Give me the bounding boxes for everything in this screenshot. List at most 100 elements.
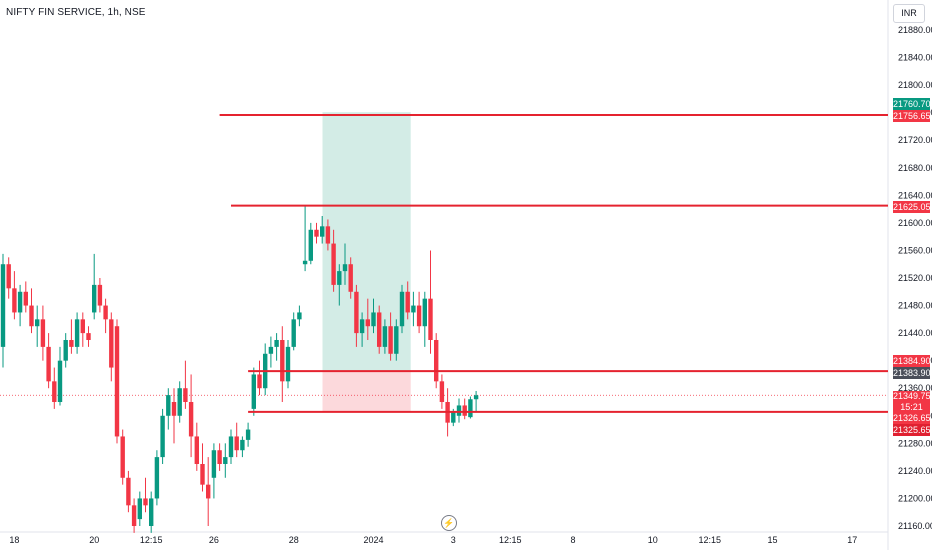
stop-zone xyxy=(322,371,411,412)
candle-body xyxy=(171,402,177,416)
y-tick-label: 21680.00 xyxy=(898,163,932,173)
last-price-value: 21349.75 xyxy=(893,391,931,401)
candle-body xyxy=(12,288,17,313)
candle-body xyxy=(331,243,336,285)
candle-body xyxy=(308,229,313,261)
last-price-tag: 21349.75 15:21 xyxy=(893,391,931,415)
x-tick-label: 10 xyxy=(648,535,658,545)
lightning-bolt-icon[interactable]: ⚡ xyxy=(441,515,457,531)
currency-button[interactable]: INR xyxy=(893,4,925,23)
candle-body xyxy=(188,402,194,437)
candle-body xyxy=(74,319,80,347)
y-tick-label: 21360.00 xyxy=(898,383,932,393)
y-tick-label: 21520.00 xyxy=(898,273,932,283)
x-tick-label: 3 xyxy=(451,535,456,545)
candle-body xyxy=(439,381,445,402)
candle-body xyxy=(280,340,285,382)
candle-body xyxy=(462,405,467,416)
candle-body xyxy=(422,298,427,327)
candle-body xyxy=(399,291,405,327)
candle-body xyxy=(166,395,171,416)
stop-price-tag: 21326.65 xyxy=(893,412,931,424)
candle-body xyxy=(183,388,188,402)
candle-body xyxy=(473,395,479,400)
x-tick-label: 2024 xyxy=(363,535,383,545)
candle-body xyxy=(29,305,34,327)
candle-body xyxy=(274,340,279,347)
candle-body xyxy=(200,464,205,485)
candle-body xyxy=(325,226,331,244)
candle-body xyxy=(126,477,131,506)
candle-body xyxy=(291,319,296,347)
candle-body xyxy=(131,505,137,526)
level-price-tag-3: 21384.90 xyxy=(893,355,931,367)
x-tick-label: 28 xyxy=(289,535,299,545)
candle-body xyxy=(285,346,291,382)
x-tick-label: 15 xyxy=(767,535,777,545)
candle-body xyxy=(302,260,308,265)
candle-body xyxy=(382,326,388,347)
candle-body xyxy=(388,326,393,354)
candle-body xyxy=(103,305,108,320)
candle-body xyxy=(251,374,256,409)
candle-body xyxy=(411,305,416,313)
candle-body xyxy=(35,319,40,327)
candle-body xyxy=(80,319,85,334)
candle-body xyxy=(451,412,456,423)
candle-body xyxy=(217,450,222,464)
x-tick-label: 8 xyxy=(570,535,575,545)
bar-countdown: 15:21 xyxy=(900,402,923,412)
candle-body xyxy=(416,305,422,327)
candle-body xyxy=(194,436,199,464)
candle-body xyxy=(297,312,302,320)
y-tick-label: 21160.00 xyxy=(898,521,932,531)
chart-title: NIFTY FIN SERVICE, 1h, NSE xyxy=(6,7,146,18)
x-tick-label: 26 xyxy=(209,535,219,545)
candle-body xyxy=(348,264,353,292)
candle-body xyxy=(149,498,154,526)
candle-body xyxy=(354,291,359,334)
candle-body xyxy=(92,284,97,313)
candle-body xyxy=(17,291,23,313)
candle-body xyxy=(0,264,6,347)
y-tick-label: 21240.00 xyxy=(898,466,932,476)
candle-body xyxy=(428,298,433,340)
y-tick-label: 21800.00 xyxy=(898,80,932,90)
y-tick-label: 21440.00 xyxy=(898,328,932,338)
candle-body xyxy=(314,229,319,237)
candle-body xyxy=(405,291,410,313)
y-tick-label: 21560.00 xyxy=(898,245,932,255)
candle-body xyxy=(456,405,462,416)
candle-body xyxy=(69,340,74,347)
candle-body xyxy=(86,333,91,340)
candle-body xyxy=(434,340,439,382)
candle-body xyxy=(120,436,125,478)
candle-body xyxy=(97,284,103,306)
x-tick-label: 12:15 xyxy=(699,535,722,545)
candle-body xyxy=(114,326,120,437)
candle-body xyxy=(6,264,11,289)
candle-body xyxy=(234,436,239,451)
y-tick-label: 21880.00 xyxy=(898,25,932,35)
candle-body xyxy=(52,381,57,402)
candle-body xyxy=(206,484,211,499)
candle-body xyxy=(257,374,262,389)
candle-body xyxy=(160,415,165,458)
candle-body xyxy=(46,346,51,382)
y-tick-label: 21720.00 xyxy=(898,135,932,145)
x-tick-label: 20 xyxy=(89,535,99,545)
candle-body xyxy=(245,429,251,440)
x-tick-label: 12:15 xyxy=(499,535,522,545)
candle-body xyxy=(268,346,274,354)
candle-body xyxy=(211,450,217,478)
y-tick-label: 21280.00 xyxy=(898,438,932,448)
y-tick-label: 21480.00 xyxy=(898,301,932,311)
y-tick-label: 21200.00 xyxy=(898,493,932,503)
level-price-tag-4: 21325.65 xyxy=(893,424,931,436)
level-price-tag-2: 21625.05 xyxy=(893,201,931,213)
y-tick-label: 21840.00 xyxy=(898,53,932,63)
y-tick-label: 21640.00 xyxy=(898,190,932,200)
candle-body xyxy=(320,226,325,237)
candle-body xyxy=(63,340,68,361)
